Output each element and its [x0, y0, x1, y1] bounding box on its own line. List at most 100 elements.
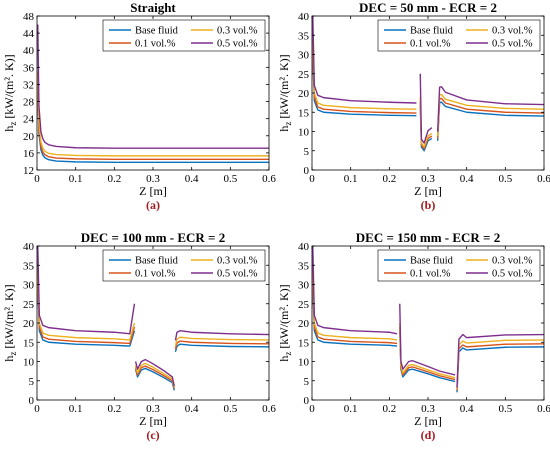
- y-tick-label: 40: [298, 11, 310, 23]
- series-line-1: [37, 284, 269, 391]
- legend-entry: Base fluid: [135, 26, 179, 37]
- legend-entry: 0.1 vol.%: [410, 269, 451, 280]
- y-tick-label: 25: [23, 299, 35, 311]
- x-tick-label: 0.6: [537, 173, 550, 185]
- series-line-4: [37, 246, 269, 387]
- legend-entry: 0.5 vol.%: [217, 269, 258, 280]
- legend-entry: 0.3 vol.%: [492, 26, 533, 37]
- series-group: [37, 24, 269, 163]
- panel-label: (b): [421, 198, 436, 212]
- chart-panel-1: Straight 0 0.1 0.2 0.3 0.4 0.5 0.6 12 16 20 24 28 32 3…: [2, 0, 276, 212]
- y-tick-label: 10: [298, 127, 310, 139]
- y-tick-label: 15: [298, 337, 310, 349]
- x-tick-label: 0.2: [107, 403, 121, 415]
- series-line-3: [312, 269, 544, 390]
- x-tick-label: 0.1: [344, 403, 358, 415]
- y-tick-label: 15: [298, 107, 310, 119]
- series-group: [37, 246, 269, 391]
- x-tick-label: 0.6: [262, 173, 276, 185]
- y-tick-label: 40: [298, 241, 310, 253]
- series-line-4: [312, 246, 544, 388]
- y-tick-label: 20: [298, 318, 310, 330]
- legend: Base fluid 0.3 vol.% 0.1 vol.% 0.5 vol.%: [102, 249, 266, 282]
- y-tick-label: 35: [298, 30, 310, 42]
- y-tick-label: 30: [298, 280, 310, 292]
- y-tick-label: 20: [23, 131, 35, 143]
- x-axis-label: Z [m]: [414, 414, 442, 428]
- y-tick-label: 0: [304, 395, 310, 407]
- y-tick-label: 35: [298, 260, 310, 272]
- series-line-1: [312, 284, 544, 393]
- x-tick-label: 0.6: [537, 403, 550, 415]
- x-tick-label: 0.5: [223, 403, 237, 415]
- series-line-1: [37, 92, 269, 163]
- legend-entry: 0.3 vol.%: [492, 256, 533, 267]
- legend-box: [377, 249, 541, 282]
- legend-entry: Base fluid: [410, 26, 454, 37]
- legend-entry: Base fluid: [135, 256, 179, 267]
- x-tick-label: 0.2: [382, 403, 396, 415]
- chart-title: DEC = 50 mm - ECR = 2: [359, 0, 497, 15]
- legend-entry: 0.1 vol.%: [410, 39, 451, 50]
- x-tick-label: 0: [309, 403, 315, 415]
- y-tick-label: 48: [23, 11, 35, 23]
- y-tick-label: 40: [23, 45, 35, 57]
- x-tick-label: 0.3: [146, 173, 160, 185]
- y-tick-label: 10: [23, 357, 35, 369]
- y-tick-label: 30: [23, 280, 35, 292]
- series-line-2: [37, 84, 269, 161]
- series-line-2: [37, 276, 269, 389]
- panel-label: (d): [421, 428, 436, 442]
- legend: Base fluid 0.3 vol.% 0.1 vol.% 0.5 vol.%: [102, 19, 266, 52]
- legend-entry: 0.1 vol.%: [135, 39, 176, 50]
- y-tick-label: 5: [304, 376, 310, 388]
- y-tick-label: 36: [23, 62, 35, 74]
- legend-entry: 0.5 vol.%: [217, 39, 258, 50]
- x-tick-label: 0.6: [262, 403, 276, 415]
- series-group: [312, 16, 544, 152]
- legend-entry: 0.3 vol.%: [217, 256, 258, 267]
- series-line-2: [312, 46, 544, 150]
- series-line-3: [37, 71, 269, 157]
- series-group: [312, 246, 544, 393]
- x-tick-label: 0.4: [185, 173, 199, 185]
- x-tick-label: 0.3: [146, 403, 160, 415]
- y-tick-label: 16: [23, 148, 35, 160]
- y-tick-label: 20: [23, 318, 35, 330]
- y-axis-label: hz [kW/(m². K)]: [277, 54, 293, 131]
- chart-title: Straight: [130, 0, 176, 15]
- legend-entry: 0.5 vol.%: [492, 269, 533, 280]
- x-tick-label: 0: [34, 173, 40, 185]
- x-tick-label: 0.1: [344, 173, 358, 185]
- y-tick-label: 28: [23, 97, 35, 109]
- chart-panel-2: DEC = 50 mm - ECR = 2 0 0.1 0.2 0.3 0.4 0.5 0.6…: [277, 0, 550, 212]
- y-axis-label: hz [kW/(m². K)]: [277, 284, 293, 361]
- legend-box: [102, 249, 266, 282]
- y-tick-label: 10: [298, 357, 310, 369]
- chart-panel-4: DEC = 150 mm - ECR = 2 0 0.1 0.2 0.3 0.4 0.5 0.…: [277, 230, 550, 442]
- legend-entry: 0.1 vol.%: [135, 269, 176, 280]
- x-tick-label: 0.4: [460, 173, 474, 185]
- x-tick-label: 0.2: [107, 173, 121, 185]
- y-tick-label: 12: [23, 165, 34, 177]
- y-tick-label: 15: [23, 337, 35, 349]
- series-line-4: [37, 24, 269, 149]
- y-tick-label: 0: [304, 165, 310, 177]
- y-tick-label: 40: [23, 241, 35, 253]
- chart-title: DEC = 150 mm - ECR = 2: [356, 230, 500, 245]
- x-tick-label: 0.3: [421, 403, 435, 415]
- legend-entry: 0.3 vol.%: [217, 26, 258, 37]
- series-line-4: [312, 16, 544, 144]
- y-tick-label: 5: [29, 376, 35, 388]
- y-tick-label: 32: [23, 79, 34, 91]
- x-tick-label: 0.1: [69, 173, 83, 185]
- x-tick-label: 0.1: [69, 403, 83, 415]
- x-tick-label: 0.4: [460, 403, 474, 415]
- chart-panel-3: DEC = 100 mm - ECR = 2 0 0.1 0.2 0.3 0.4 0.5 0.…: [2, 230, 276, 442]
- y-tick-label: 25: [298, 69, 310, 81]
- x-tick-label: 0.2: [382, 173, 396, 185]
- y-axis-label: hz [kW/(m². K)]: [2, 284, 18, 361]
- x-tick-label: 0.3: [421, 173, 435, 185]
- x-tick-label: 0.5: [223, 173, 237, 185]
- x-axis-label: Z [m]: [139, 184, 167, 198]
